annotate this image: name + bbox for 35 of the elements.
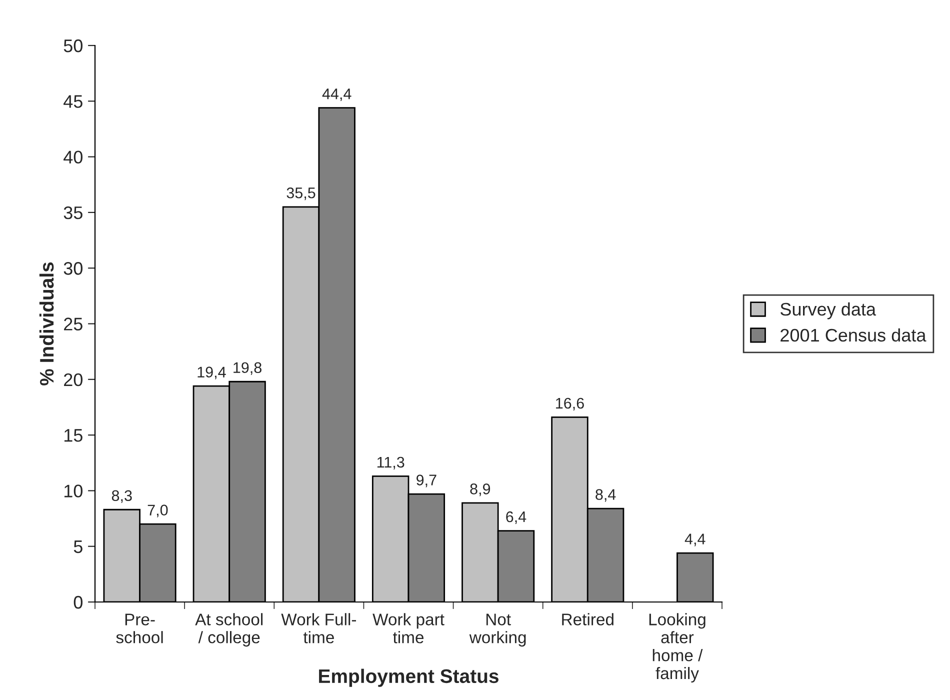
y-tick-label: 35 bbox=[64, 206, 82, 220]
y-tick-label: 30 bbox=[64, 262, 82, 275]
x-tick-label: Retired bbox=[562, 613, 614, 626]
data-label: 16,6 bbox=[556, 398, 584, 410]
x-axis-title: Employment Status bbox=[319, 668, 498, 687]
legend-label: Survey data bbox=[780, 302, 876, 320]
x-tick-label: Work Full- time bbox=[281, 613, 356, 644]
data-label: 8,3 bbox=[112, 490, 132, 503]
data-label: 11,3 bbox=[377, 456, 404, 470]
data-label: 4,4 bbox=[684, 534, 706, 546]
x-tick-label: At school / college bbox=[195, 613, 263, 647]
data-label: 8,9 bbox=[470, 484, 490, 496]
data-label: 7,0 bbox=[148, 504, 168, 518]
x-tick-label: Work part time bbox=[372, 613, 444, 644]
y-tick-label: 45 bbox=[64, 95, 82, 108]
data-label: 44,4 bbox=[322, 88, 352, 102]
y-tick-label: 0 bbox=[74, 596, 82, 609]
y-tick-label: 5 bbox=[74, 540, 82, 554]
y-tick-label: 25 bbox=[64, 318, 82, 330]
data-label: 6,4 bbox=[506, 511, 526, 524]
y-tick-label: 20 bbox=[64, 373, 82, 386]
data-label: 19,4 bbox=[198, 366, 226, 380]
x-tick-label: Pre- school bbox=[116, 614, 163, 644]
x-tick-label: Not working bbox=[469, 614, 526, 647]
y-tick-label: 40 bbox=[64, 150, 82, 164]
x-tick-label: Looking after home / family bbox=[649, 613, 706, 683]
y-axis-title: % Individuals bbox=[39, 262, 54, 386]
data-label: 19,8 bbox=[234, 362, 262, 375]
data-label: 35,5 bbox=[286, 187, 316, 200]
y-tick-label: 10 bbox=[64, 484, 82, 498]
y-tick-label: 15 bbox=[64, 429, 82, 442]
y-tick-label: 50 bbox=[64, 39, 82, 52]
legend-label: 2001 Census data bbox=[780, 328, 926, 342]
data-label: 8,4 bbox=[596, 489, 616, 502]
data-label: 9,7 bbox=[416, 474, 436, 488]
